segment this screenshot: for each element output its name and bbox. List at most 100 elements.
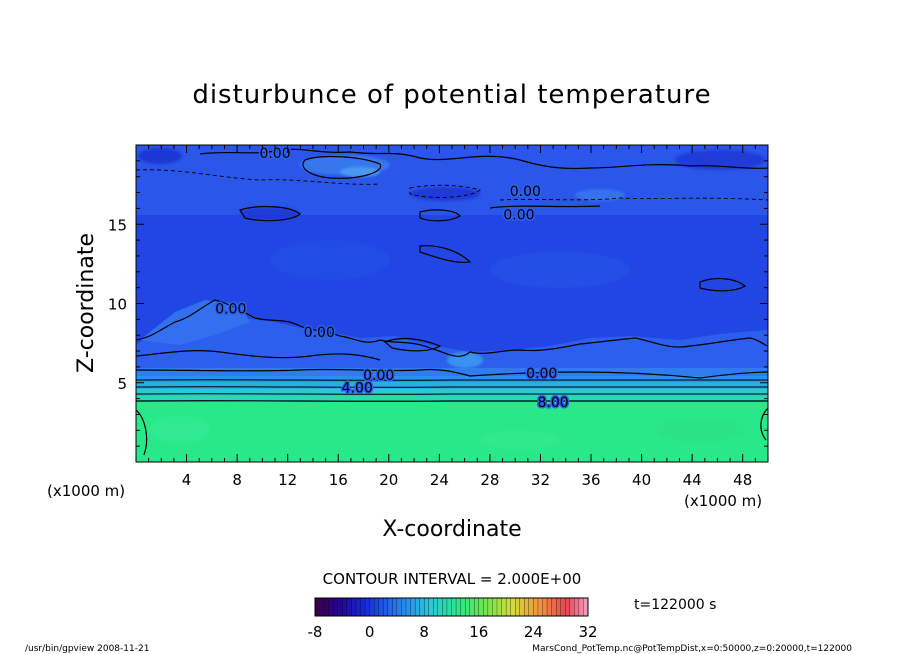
- plot-area: 0.000.000.000.000.000.00 0.004.008.00: [136, 145, 768, 462]
- colorbar-swatch: [464, 597, 471, 617]
- x-tick-label: 24: [430, 471, 449, 489]
- field-mid-patch: [140, 300, 250, 345]
- colorbar-swatch: [528, 597, 534, 617]
- contour-label: 0.00: [304, 325, 335, 341]
- colorbar-swatch: [442, 597, 448, 617]
- colorbar-swatch: [401, 597, 407, 617]
- colorbar-swatch: [510, 597, 516, 617]
- contour-2: [136, 379, 768, 381]
- y-tick-label: 10: [108, 296, 127, 314]
- footer-right: MarsCond_PotTemp.nc@PotTempDist,x=0:5000…: [532, 644, 852, 654]
- colorbar-swatch: [455, 597, 461, 617]
- colorbar-swatch: [505, 597, 512, 617]
- contour-island-5: [699, 277, 747, 292]
- colorbar-swatch: [337, 597, 343, 617]
- colorbar-swatch: [387, 597, 393, 617]
- colorbar-swatch: [546, 597, 552, 617]
- colorbar-ticks: -8 0 8 16 24 32: [308, 623, 598, 641]
- colorbar-tick-label: -8: [308, 623, 323, 641]
- contour-labels: 0.000.000.000.000.000.00 0.004.008.00: [214, 145, 570, 412]
- colorbar-tick-label: 24: [524, 623, 543, 641]
- colorbar-swatch: [342, 597, 348, 617]
- contour-island-2: [239, 205, 301, 222]
- colorbar-swatch: [355, 597, 361, 617]
- contour-label: 0.00: [526, 366, 557, 382]
- colorbar-swatch: [405, 597, 411, 617]
- x-tick-label: 4: [182, 471, 192, 489]
- contour-left-edge: [136, 409, 148, 456]
- x-axis-label: X-coordinate: [382, 517, 521, 542]
- y-tick-label: 5: [117, 375, 127, 393]
- colorbar-swatch: [314, 597, 320, 617]
- contour-interval-label: CONTOUR INTERVAL = 2.000E+00: [323, 570, 582, 588]
- colorbar-swatch: [533, 597, 539, 617]
- contour-label: 0.00: [503, 208, 534, 224]
- contour-6: [136, 393, 768, 395]
- time-label: t=122000 s: [634, 597, 716, 613]
- colorbar-swatch: [496, 597, 502, 617]
- x-tick-label: 36: [581, 471, 600, 489]
- contour-right-edge: [760, 407, 768, 441]
- colorbar-swatch: [392, 597, 398, 617]
- contour-top: [199, 148, 768, 170]
- colorbar-swatch: [556, 597, 562, 617]
- contour-mid-2: [136, 350, 381, 361]
- colorbar-swatch: [483, 597, 489, 617]
- colorbar-swatch: [410, 597, 416, 617]
- field-fill: [136, 145, 768, 462]
- colorbar-swatch: [501, 597, 507, 617]
- field-band-0: [136, 368, 768, 378]
- colorbar-swatches: [314, 597, 589, 617]
- colorbar-swatch: [578, 597, 584, 617]
- colorbar-swatch: [515, 597, 521, 617]
- colorbar-swatch: [519, 597, 525, 617]
- colorbar-tick-label: 32: [578, 623, 597, 641]
- colorbar-swatch: [323, 597, 330, 617]
- colorbar-swatch: [333, 597, 339, 617]
- y-axis: 5 10 15: [108, 160, 768, 447]
- colorbar-swatch: [428, 597, 434, 617]
- colorbar-frame: [314, 597, 589, 617]
- field-band-6: [136, 389, 768, 396]
- colorbar-swatch: [319, 597, 325, 617]
- x-unit-left: (x1000 m): [47, 482, 125, 500]
- colorbar-swatch: [419, 597, 425, 617]
- field-band-2: [136, 376, 768, 382]
- contour-negative-2: [499, 197, 768, 201]
- contour-lines: [136, 148, 768, 456]
- colorbar-swatch: [383, 597, 389, 617]
- colorbar-swatch: [487, 597, 493, 617]
- colorbar-swatch: [351, 597, 357, 617]
- field-mid-layer: [136, 318, 768, 376]
- field-band-8: [136, 396, 768, 402]
- x-tick-label: 32: [531, 471, 550, 489]
- colorbar-swatch: [396, 597, 402, 617]
- contour-negative-1: [136, 169, 381, 185]
- contour-mid: [136, 299, 768, 357]
- x-tick-label: 8: [232, 471, 242, 489]
- colorbar-swatch: [433, 597, 439, 617]
- colorbar-tick-label: 16: [469, 623, 488, 641]
- field-band-4: [136, 382, 768, 389]
- x-axis: 4 8 12 16 20 24 28 32 36 40 44 48: [148, 145, 756, 489]
- colorbar-swatch: [569, 597, 575, 617]
- contour-label: 4.00: [342, 381, 373, 397]
- contour-island-4: [419, 245, 472, 263]
- contour-4: [136, 386, 768, 388]
- colorbar-swatch: [492, 597, 498, 617]
- contour-negative-3: [409, 184, 481, 198]
- colorbar-swatch: [414, 597, 421, 617]
- footer-left: /usr/bin/gpview 2008-11-21: [25, 644, 149, 654]
- colorbar-swatch: [469, 597, 475, 617]
- contour-island-3: [419, 209, 461, 222]
- colorbar-swatch: [360, 597, 366, 617]
- colorbar-swatch: [574, 597, 580, 617]
- contour-label: 8.00: [538, 395, 569, 411]
- contour-label: 0.00: [259, 146, 290, 162]
- contour-0-lower: [136, 368, 768, 379]
- colorbar-tick-label: 8: [419, 623, 429, 641]
- colorbar-swatch: [328, 597, 334, 617]
- contour-label: 0.00: [510, 184, 541, 200]
- colorbar: -8 0 8 16 24 32: [308, 597, 598, 641]
- colorbar-swatch: [478, 597, 484, 617]
